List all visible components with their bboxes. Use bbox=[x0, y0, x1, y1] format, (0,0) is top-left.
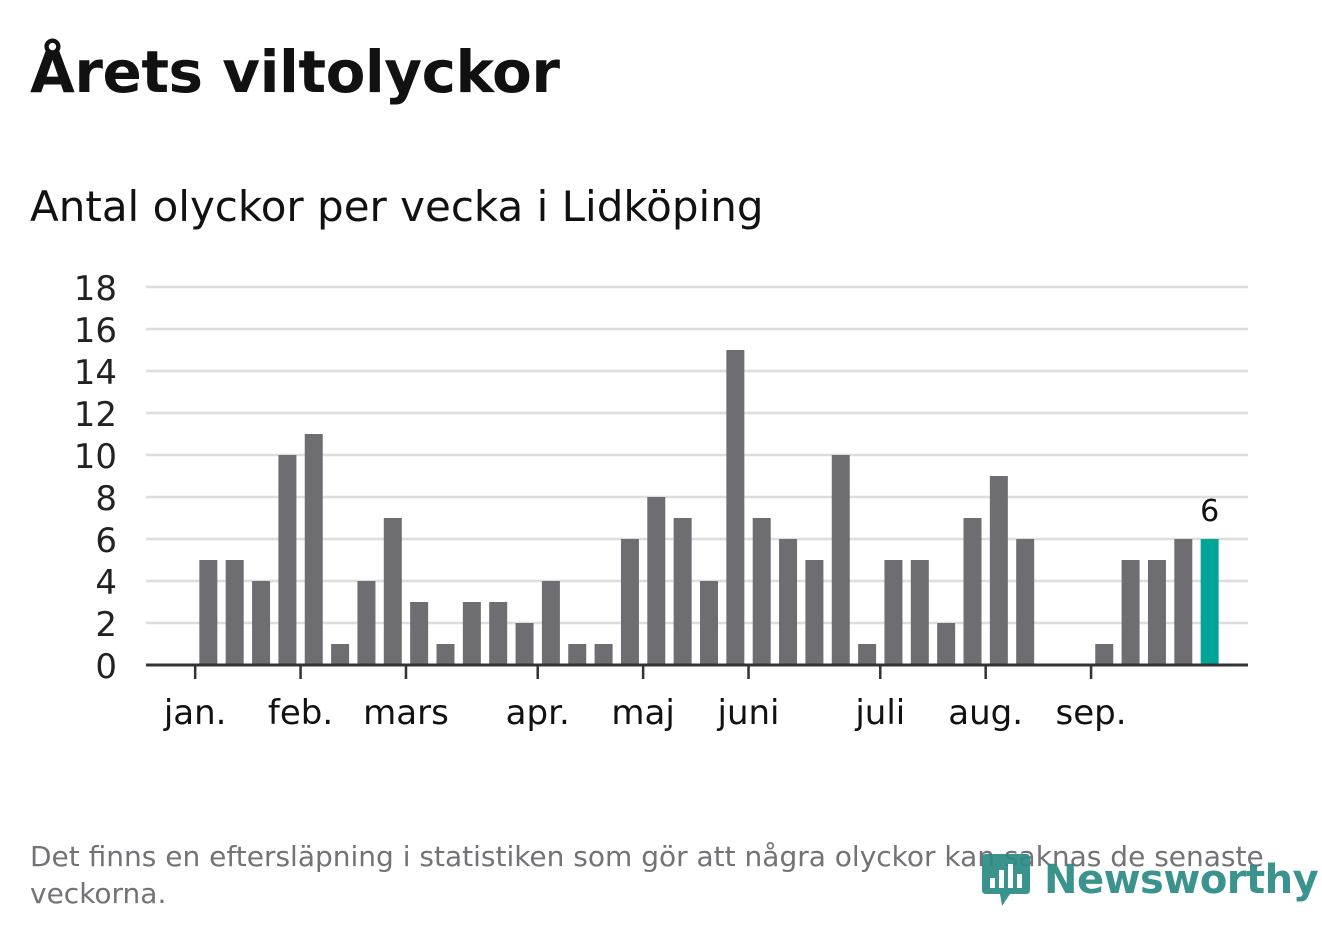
chart-subtitle: Antal olyckor per vecka i Lidköping bbox=[30, 182, 764, 231]
y-tick-label: 4 bbox=[95, 563, 117, 603]
bar bbox=[252, 581, 271, 665]
bar bbox=[331, 644, 350, 665]
bar bbox=[858, 644, 877, 665]
bar bbox=[831, 455, 850, 665]
bar bbox=[515, 623, 534, 665]
highlight-value-label: 6 bbox=[1200, 494, 1219, 529]
x-tick-label: juli bbox=[854, 693, 905, 733]
bar bbox=[568, 644, 587, 665]
bar bbox=[489, 602, 508, 665]
bar bbox=[779, 539, 798, 665]
x-tick-label: apr. bbox=[506, 693, 570, 733]
y-tick-label: 6 bbox=[95, 521, 117, 561]
bar bbox=[989, 476, 1008, 665]
y-tick-label: 12 bbox=[74, 395, 117, 435]
bar bbox=[357, 581, 376, 665]
bar bbox=[673, 518, 692, 665]
bar-highlight bbox=[1200, 539, 1219, 665]
bar bbox=[647, 497, 666, 665]
bar bbox=[541, 581, 560, 665]
y-tick-label: 14 bbox=[74, 353, 117, 393]
bar bbox=[805, 560, 824, 665]
y-tick-label: 16 bbox=[74, 311, 117, 351]
y-tick-label: 8 bbox=[95, 479, 117, 519]
bar bbox=[726, 350, 745, 665]
bar bbox=[937, 623, 956, 665]
x-tick-label: feb. bbox=[268, 693, 333, 733]
bar bbox=[410, 602, 429, 665]
bar bbox=[462, 602, 481, 665]
x-tick-label: sep. bbox=[1056, 693, 1127, 733]
chart-title: Årets viltolyckor bbox=[30, 38, 560, 106]
newsworthy-logo-icon bbox=[982, 854, 1030, 906]
bar bbox=[700, 581, 718, 665]
data-labels: 6 bbox=[1200, 494, 1219, 529]
bars bbox=[199, 350, 1219, 665]
bar bbox=[1016, 539, 1035, 665]
bar bbox=[594, 644, 613, 665]
bar bbox=[278, 455, 297, 665]
y-tick-label: 0 bbox=[95, 647, 117, 687]
x-tick-label: juni bbox=[717, 693, 780, 733]
newsworthy-logo: Newsworthy bbox=[980, 848, 1319, 912]
bar bbox=[1121, 560, 1140, 665]
bar bbox=[436, 644, 455, 665]
newsworthy-logo-text: Newsworthy bbox=[1044, 857, 1319, 903]
x-tick-label: aug. bbox=[948, 693, 1023, 733]
bar bbox=[225, 560, 244, 665]
x-tick-label: jan. bbox=[163, 693, 227, 733]
bar bbox=[752, 518, 771, 665]
bar bbox=[910, 560, 929, 665]
bar bbox=[620, 539, 639, 665]
bar bbox=[1147, 560, 1166, 665]
y-tick-label: 10 bbox=[74, 437, 117, 477]
gridlines bbox=[146, 285, 1248, 625]
x-tick-label: maj bbox=[611, 693, 674, 733]
y-tick-label: 2 bbox=[95, 605, 117, 645]
footnote: Det finns en eftersläpning i statistiken… bbox=[30, 840, 1264, 910]
bar bbox=[1174, 539, 1193, 665]
bar bbox=[383, 518, 402, 665]
bar bbox=[884, 560, 903, 665]
y-tick-label: 18 bbox=[74, 269, 117, 309]
bar bbox=[304, 434, 323, 665]
x-tick-label: mars bbox=[363, 693, 449, 733]
bar bbox=[963, 518, 982, 665]
x-axis-ticks: jan. feb. mars apr. maj juni juli aug. sep. bbox=[163, 665, 1127, 733]
bar bbox=[199, 560, 218, 665]
bar bbox=[1095, 644, 1114, 665]
